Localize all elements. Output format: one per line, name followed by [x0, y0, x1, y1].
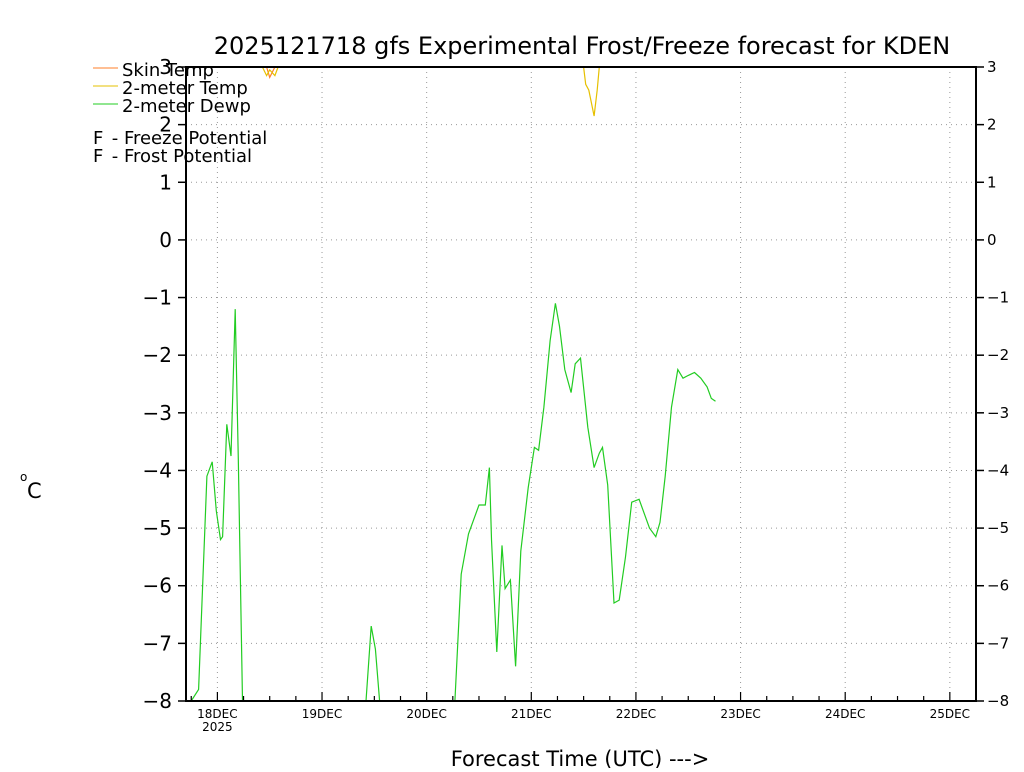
legend-label-2m-temp: 2-meter Temp — [122, 78, 248, 99]
legend-entry-skin-temp: Skin Temp — [93, 60, 214, 81]
x-tick-label: 21DEC — [511, 707, 551, 721]
y-tick-label-right: −6 — [987, 577, 1009, 595]
y-axis-label-unit: C — [27, 479, 42, 503]
freeze-potential-letter: F — [93, 128, 103, 149]
series-line-2-meter-dewp — [190, 309, 244, 702]
y-tick-label-left: −8 — [143, 689, 172, 713]
y-tick-label-right: 2 — [987, 116, 997, 134]
y-tick-label-right: −8 — [987, 692, 1009, 710]
y-tick-label-right: −7 — [987, 634, 1009, 652]
series-line-2-meter-dewp — [454, 303, 716, 702]
x-tick-label: 20DEC — [406, 707, 446, 721]
legend-entry-2m-temp: 2-meter Temp — [93, 78, 248, 99]
y-tick-label-right: 3 — [987, 58, 997, 76]
chart-title: 2025121718 gfs Experimental Frost/Freeze… — [214, 32, 950, 60]
y-tick-label-left: 3 — [159, 55, 172, 79]
y-axis-ticks: 3 3 2 2 1 1 0 0 −1 −1 −2 −2 −3 −3 −4 −4 −5 −5 −6 −6 −7 −7 −8 −8 — [143, 55, 1010, 713]
y-tick-label-left: −4 — [143, 458, 172, 482]
x-tick-label: 22DEC — [616, 707, 656, 721]
y-tick-label-right: 0 — [987, 231, 997, 249]
series-line-2-meter-temp — [583, 66, 600, 117]
x-tick-sublabel: 2025 — [202, 720, 233, 734]
y-tick-label-left: 2 — [159, 113, 172, 137]
legend-entry-2m-dewp: 2-meter Dewp — [93, 96, 251, 117]
legend-freeze-potential: F - Freeze Potential — [93, 128, 267, 149]
y-tick-label-left: −6 — [143, 574, 172, 598]
plot-frame — [185, 66, 977, 702]
axes — [185, 66, 977, 702]
x-tick-label: 18DEC — [197, 707, 237, 721]
legend: Skin Temp 2-meter Temp 2-meter Dewp F - … — [93, 60, 267, 167]
x-tick-label: 25DEC — [930, 707, 970, 721]
y-tick-label-left: −1 — [143, 286, 172, 310]
y-tick-label-left: 1 — [159, 170, 172, 194]
grid-lines — [186, 67, 976, 701]
series-line-skin-temp — [266, 66, 276, 80]
frost-potential-letter: F — [93, 146, 103, 167]
y-tick-label-right: −5 — [987, 519, 1009, 537]
x-tick-label: 19DEC — [302, 707, 342, 721]
y-tick-label-right: −1 — [987, 289, 1009, 307]
y-tick-label-right: −3 — [987, 404, 1009, 422]
legend-label-2m-dewp: 2-meter Dewp — [122, 96, 251, 117]
y-axis-label-degree: o — [20, 470, 27, 484]
freeze-potential-label: - Freeze Potential — [106, 128, 267, 149]
data-series — [190, 66, 716, 702]
y-tick-label-right: 1 — [987, 173, 997, 191]
legend-label-skin-temp: Skin Temp — [122, 60, 214, 81]
x-tick-label: 24DEC — [825, 707, 865, 721]
y-tick-label-right: −2 — [987, 346, 1009, 364]
y-axis-label: o C — [20, 470, 42, 503]
series-line-2-meter-dewp — [365, 625, 381, 702]
legend-frost-potential: F - Frost Potential — [93, 146, 252, 167]
y-tick-label-right: −4 — [987, 461, 1009, 479]
x-axis-label: Forecast Time (UTC) ---> — [451, 747, 710, 768]
y-tick-label-left: −5 — [143, 516, 172, 540]
y-tick-label-left: 0 — [159, 228, 172, 252]
y-tick-label-left: −2 — [143, 343, 172, 367]
y-tick-label-left: −7 — [143, 631, 172, 655]
series-line-2-meter-temp — [261, 66, 279, 77]
y-tick-label-left: −3 — [143, 401, 172, 425]
x-tick-label: 23DEC — [720, 707, 760, 721]
frost-potential-label: - Frost Potential — [106, 146, 252, 167]
